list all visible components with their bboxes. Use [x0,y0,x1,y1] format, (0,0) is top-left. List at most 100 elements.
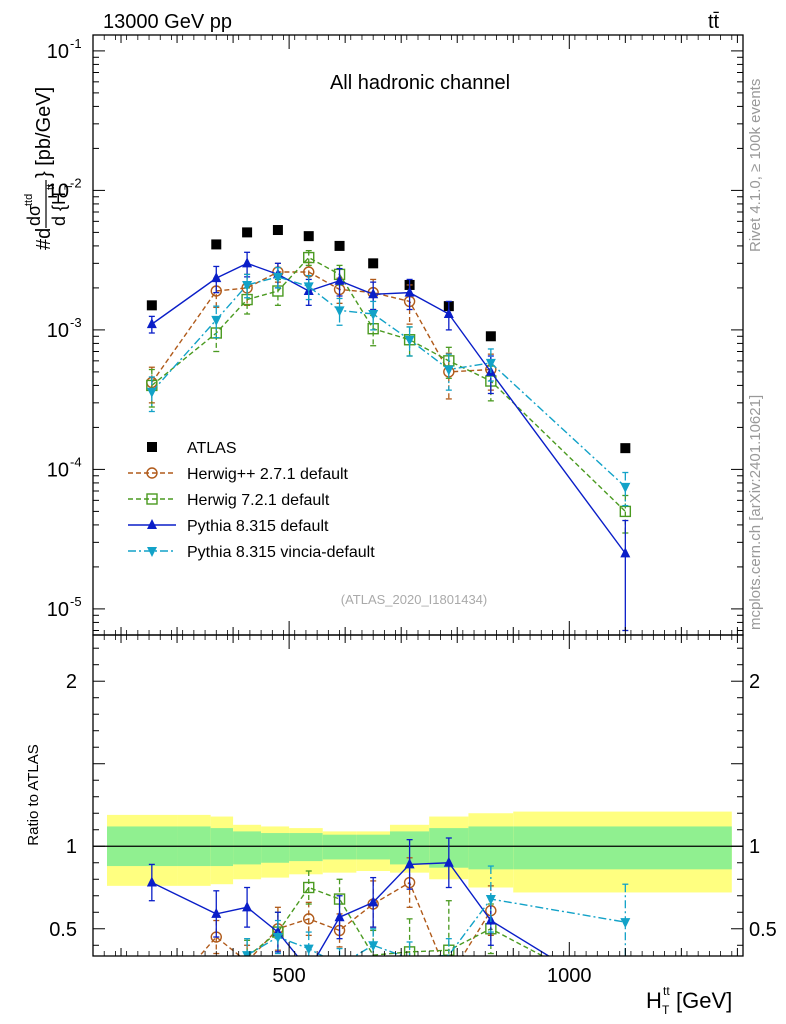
data-point [303,282,314,293]
legend-label: ATLAS [187,440,237,457]
inner-band-segment [261,833,290,863]
legend-label: Pythia 8.315 default [187,518,329,535]
ratio-y-tick-label-right: 2 [749,671,760,693]
data-point [404,858,415,869]
data-point [620,918,631,929]
data-point [404,335,415,346]
y-tick-label: 10 [47,41,69,63]
inner-band-segment [513,826,732,870]
data-point [272,225,283,236]
legend-marker [146,493,158,505]
inner-band-segment [210,828,234,867]
legend-marker [146,467,158,479]
legend-label: Herwig++ 2.7.1 default [187,466,349,483]
y-tick-label: 10 [47,180,69,202]
x-label-sup: tt [663,984,670,998]
data-point [619,505,632,518]
data-point [334,240,345,251]
data-point [334,911,345,922]
data-point [272,933,283,944]
data-point [443,308,454,319]
data-point [334,306,345,317]
data-point [211,907,222,918]
y-tick-exponent: -5 [70,594,82,609]
ratio-y-tick-label: 2 [66,671,77,693]
data-point [242,257,253,268]
y-label-denominator-sup: tt [45,184,57,190]
y-label-denominator: d {H [49,192,69,226]
data-point [368,310,379,321]
data-point [211,315,222,326]
main-series-herwig-2-7-1-default [146,261,497,404]
y-label-unit: } [pb/GeV] [33,87,55,178]
series-line [151,262,626,554]
ratio-y-tick-label-right: 1 [749,836,760,858]
ratio-y-tick-label-right: 0.5 [749,919,777,941]
data-point [620,482,631,493]
x-tick-label: 1000 [547,965,592,987]
inner-band-segment [356,834,390,860]
legend-label: Herwig 7.2.1 default [187,492,330,509]
y-tick-label: 10 [47,599,69,621]
series-line [247,886,545,956]
data-point [146,318,157,329]
data-point [272,272,283,283]
legend-marker [147,519,157,529]
main-series-atlas [146,225,631,454]
data-point [404,286,415,297]
ratio-y-tick-label: 0.5 [49,919,77,941]
legend-entry: Pythia 8.315 default [128,518,329,535]
y-label-denominator-sub: T [63,183,75,190]
x-label-base: H [646,988,662,1013]
data-point [242,901,253,912]
chart-title: All hadronic channel [330,72,510,94]
inner-band-segment [233,831,262,865]
data-point [303,251,315,264]
ratio-y-tick-label: 1 [66,836,77,858]
data-point [620,547,631,558]
data-point [620,443,631,454]
data-point [443,856,454,867]
data-point [303,881,315,894]
legend-marker [147,442,157,452]
data-point [242,280,253,291]
ratio-series-group [146,837,631,983]
data-point [303,231,314,242]
series-line [198,881,492,956]
data-point [146,876,157,887]
series-line [151,271,491,383]
x-tick-label: 500 [272,965,305,987]
data-point [242,227,253,238]
data-point [485,895,496,906]
series-line [246,898,626,956]
main-y-axis-label: #d dσ ttd d {H tt T } [pb/GeV] [23,87,75,250]
y-tick-exponent: -4 [70,454,82,469]
data-point [303,944,314,955]
data-point [211,272,222,283]
data-point [334,274,345,285]
main-series-pythia-8-315-vincia-default [146,266,631,507]
header-left-label: 13000 GeV pp [103,11,232,33]
x-axis-label: H tt T [GeV] [646,984,732,1017]
x-label-sub: T [662,1003,670,1017]
analysis-watermark: (ATLAS_2020_I1801434) [341,592,487,607]
legend: ATLAS Herwig++ 2.7.1 default Herwig 7.2.1 … [128,440,375,561]
data-point [242,957,252,967]
ratio-y-axis-label: Ratio to ATLAS [25,744,42,845]
y-label-numerator: dσ [24,205,44,226]
data-point [368,258,379,269]
data-point [485,331,496,342]
ratio-series-pythia-8-315-default [146,837,551,956]
inner-band-segment [322,834,357,860]
data-point [175,973,185,983]
ratio-frame [92,634,744,957]
data-point [146,387,157,398]
y-label-prefix: #d [33,228,55,250]
data-point [368,896,379,907]
data-point [443,365,454,376]
main-series-group [146,225,632,632]
data-point [211,239,222,250]
y-tick-label: 10 [47,320,69,342]
legend-marker [147,547,157,557]
